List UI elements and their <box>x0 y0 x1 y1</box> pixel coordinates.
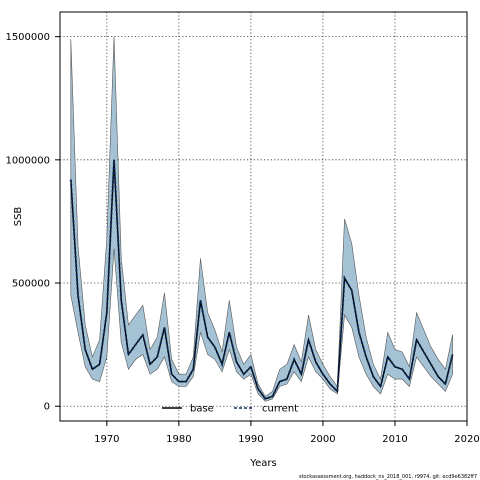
x-tick-label: 2010 <box>382 434 407 445</box>
legend-label-base: base <box>190 404 214 415</box>
y-tick-label: 500000 <box>12 279 50 290</box>
footer-note: stockassessment.org, haddock_ns_2018_001… <box>299 474 477 480</box>
x-tick-label: 1970 <box>94 434 119 445</box>
x-axis-title: Years <box>249 458 276 469</box>
x-tick-label: 1990 <box>238 434 263 445</box>
x-tick-label: 2020 <box>454 434 479 445</box>
y-axis-title: SSB <box>13 207 24 227</box>
y-tick-label: 1500000 <box>5 32 50 43</box>
y-tick-label: 0 <box>44 402 50 413</box>
confidence-band <box>70 36 453 402</box>
legend-label-current: current <box>262 404 298 415</box>
x-tick-label: 2000 <box>310 434 335 445</box>
plot-frame <box>59 11 468 422</box>
axis-ticks: 1970 1980 1990 2000 2010 2020 0 500000 1000000 15… <box>5 32 479 445</box>
series-line-current <box>69 159 454 401</box>
legend: base current <box>162 404 298 415</box>
x-tick-label: 1980 <box>166 434 191 445</box>
y-tick-label: 1000000 <box>5 155 50 166</box>
